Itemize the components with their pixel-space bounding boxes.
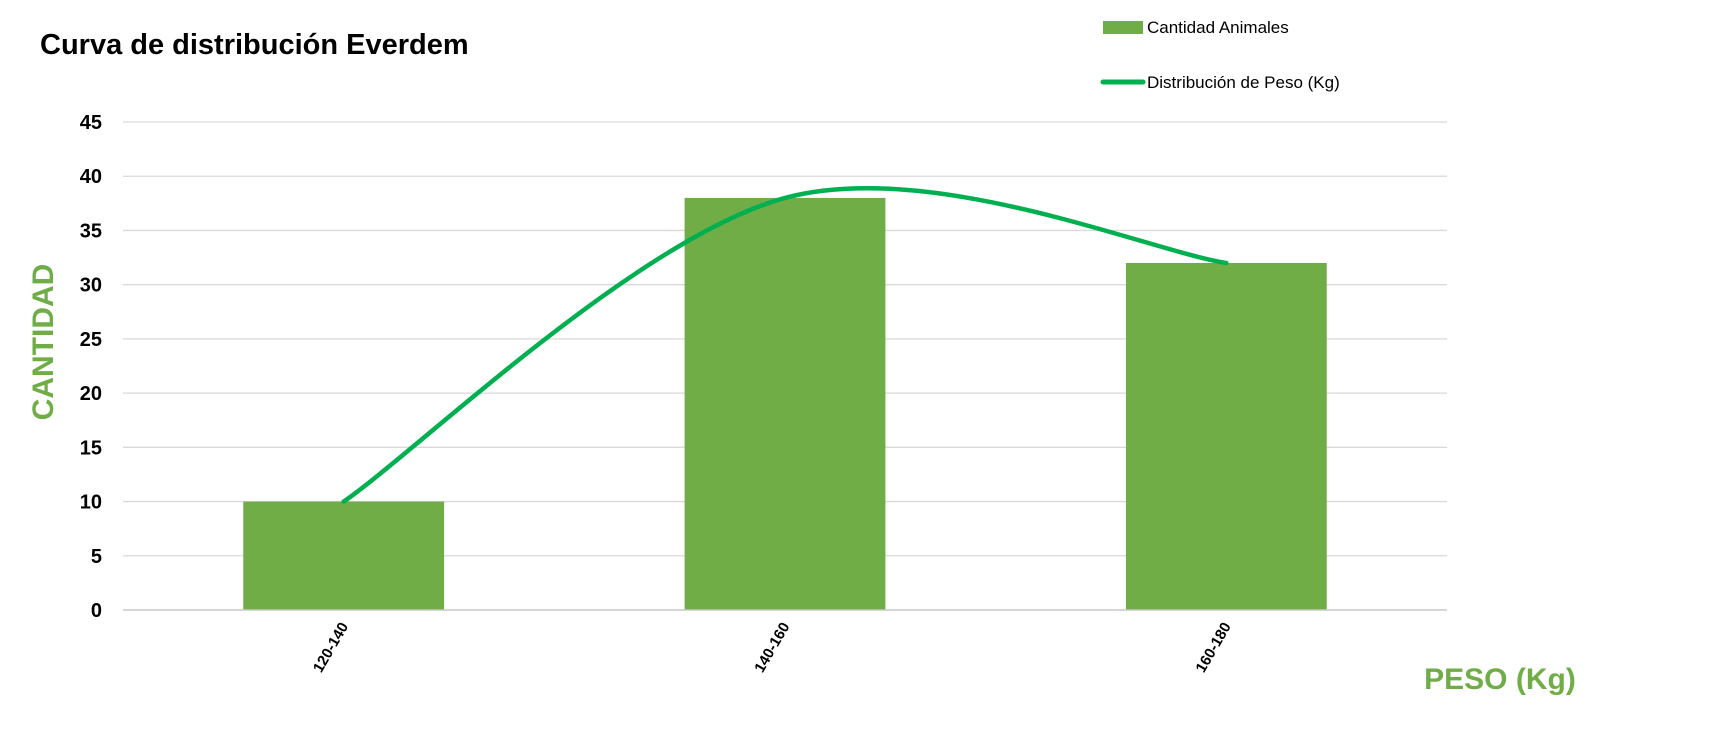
y-tick-label: 20: [80, 383, 102, 405]
y-tick-label: 40: [80, 166, 102, 188]
bar-120-140: [243, 501, 445, 610]
y-tick-label: 25: [80, 329, 102, 351]
y-axis-ticks: 0 5 10 15 20 25 30 35 40 45: [80, 112, 102, 622]
x-tick-label: 140-160: [751, 620, 793, 676]
x-tick-label: 160-180: [1193, 620, 1235, 676]
y-axis-title: CANTIDAD: [27, 264, 60, 421]
y-tick-label: 0: [91, 600, 102, 622]
y-tick-label: 5: [91, 546, 102, 568]
y-tick-label: 10: [80, 492, 102, 514]
bar-series: [243, 197, 1327, 610]
x-tick-label: 120-140: [310, 620, 352, 676]
legend-label-line: Distribución de Peso (Kg): [1147, 73, 1340, 92]
bar-140-160: [684, 197, 886, 610]
x-axis-ticks: 120-140 140-160 160-180: [310, 620, 1235, 676]
legend: Cantidad Animales Distribución de Peso (…: [1100, 18, 1340, 92]
legend-label-bar: Cantidad Animales: [1147, 18, 1289, 37]
y-tick-label: 45: [80, 112, 102, 134]
line-series-curve: [341, 185, 1229, 504]
y-tick-label: 35: [80, 220, 102, 242]
y-tick-label: 15: [80, 437, 102, 459]
x-axis-title: PESO (Kg): [1424, 663, 1576, 696]
y-tick-label: 30: [80, 275, 102, 297]
bar-160-180: [1125, 262, 1327, 610]
legend-swatch-bar: [1103, 21, 1143, 34]
chart-title: Curva de distribución Everdem: [40, 29, 469, 61]
